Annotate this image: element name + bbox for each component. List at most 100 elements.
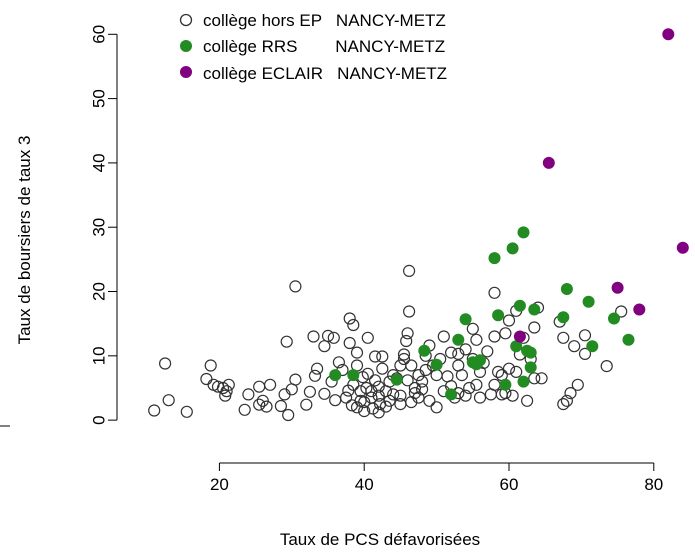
data-point-series-0 (311, 362, 324, 375)
data-point-series-0 (459, 343, 472, 356)
data-point-series-0 (405, 359, 418, 372)
data-point-series-0 (430, 401, 443, 414)
data-point-series-0 (568, 340, 581, 353)
data-point-series-1 (492, 309, 505, 322)
data-point-series-0 (394, 359, 407, 372)
data-point-series-0 (289, 373, 302, 386)
y-tick-label: 10 (90, 346, 109, 365)
data-point-series-0 (282, 408, 295, 422)
data-point-series-0 (307, 330, 320, 343)
data-point-series-0 (332, 356, 345, 369)
data-point-series-2 (513, 330, 526, 343)
data-point-series-0 (419, 363, 432, 377)
data-point-series-0 (329, 394, 342, 407)
data-point-series-0 (564, 387, 577, 400)
data-point-series-0 (488, 286, 501, 299)
data-point-series-0 (510, 365, 523, 378)
data-point-series-0 (492, 365, 505, 378)
data-point-series-0 (466, 322, 479, 335)
data-point-series-0 (397, 348, 411, 361)
data-point-series-0 (488, 378, 501, 391)
y-tick-label: 50 (90, 89, 109, 108)
data-point-series-0 (242, 388, 255, 401)
data-point-series-0 (350, 346, 364, 359)
data-point-series-1 (517, 226, 530, 239)
data-points (148, 28, 689, 422)
data-point-series-1 (418, 344, 431, 357)
data-point-series-0 (280, 335, 293, 348)
y-tick-label: 60 (90, 25, 109, 44)
data-point-series-0 (343, 336, 356, 350)
axes (0, 33, 655, 471)
x-tick-label: 60 (500, 475, 519, 494)
data-point-series-0 (416, 383, 429, 396)
data-point-series-0 (260, 400, 273, 413)
data-point-series-0 (162, 394, 175, 407)
data-point-series-0 (274, 399, 287, 413)
y-axis-label: Taux de boursiers de taux 3 (15, 136, 34, 345)
data-point-series-0 (379, 400, 392, 413)
data-point-series-0 (412, 369, 425, 382)
data-point-series-1 (329, 369, 342, 382)
data-point-series-0 (401, 327, 414, 340)
data-point-series-0 (376, 350, 389, 363)
data-point-series-0 (528, 372, 541, 385)
data-point-series-0 (300, 398, 313, 411)
data-point-series-1 (622, 333, 635, 346)
data-point-series-0 (571, 378, 584, 391)
legend-label-hors-ep: collège hors EP NANCY-METZ (203, 11, 446, 30)
data-point-series-0 (361, 367, 374, 380)
data-point-series-0 (204, 359, 217, 372)
data-point-series-0 (403, 264, 416, 277)
x-tick-label: 20 (210, 475, 229, 494)
data-point-series-0 (445, 346, 458, 359)
legend-label-eclair: collège ECLAIR NANCY-METZ (203, 64, 447, 83)
tick-labels: 0 10 20 30 40 50 60 20 40 60 80 (90, 25, 664, 494)
data-point-series-1 (430, 358, 443, 371)
y-tick-label: 0 (90, 415, 109, 424)
data-point-series-2 (662, 28, 675, 41)
x-tick-label: 80 (644, 475, 663, 494)
data-point-series-0 (321, 329, 335, 342)
data-point-series-0 (216, 381, 230, 395)
data-point-series-1 (474, 354, 486, 367)
data-point-series-0 (459, 389, 472, 402)
data-point-series-1 (528, 303, 541, 316)
data-point-series-0 (403, 305, 416, 318)
data-point-series-0 (416, 375, 429, 388)
data-point-series-0 (470, 378, 483, 391)
data-point-series-0 (222, 378, 235, 391)
data-point-series-0 (528, 321, 541, 334)
data-point-series-2 (542, 156, 555, 169)
data-point-series-0 (369, 350, 382, 363)
data-point-series-0 (506, 389, 519, 402)
data-point-series-0 (455, 369, 468, 382)
data-point-series-0 (423, 394, 436, 407)
data-point-series-1 (347, 369, 360, 382)
legend-label-rrs: collège RRS NANCY-METZ (203, 37, 445, 56)
data-point-series-0 (308, 369, 322, 382)
data-point-series-1 (445, 388, 458, 401)
data-point-series-0 (148, 404, 161, 417)
data-point-series-0 (600, 360, 613, 373)
data-point-series-1 (582, 295, 595, 308)
y-tick-label: 40 (90, 153, 109, 172)
data-point-series-0 (376, 362, 389, 375)
data-point-series-0 (361, 331, 374, 344)
data-point-series-1 (513, 299, 526, 312)
data-point-series-0 (430, 369, 443, 382)
data-point-series-0 (488, 330, 501, 343)
data-point-series-0 (535, 372, 548, 385)
data-point-series-0 (180, 405, 193, 418)
data-point-series-1 (557, 311, 570, 324)
data-point-series-0 (220, 385, 233, 398)
data-point-series-0 (502, 362, 516, 375)
data-point-series-1 (517, 375, 530, 388)
data-point-series-0 (578, 347, 592, 360)
data-point-series-1 (524, 346, 537, 359)
data-point-series-1 (459, 313, 472, 326)
x-axis-label: Taux de PCS défavorisées (280, 530, 480, 549)
data-point-series-0 (452, 347, 465, 360)
data-point-series-0 (470, 333, 483, 346)
data-point-series-0 (578, 329, 592, 342)
